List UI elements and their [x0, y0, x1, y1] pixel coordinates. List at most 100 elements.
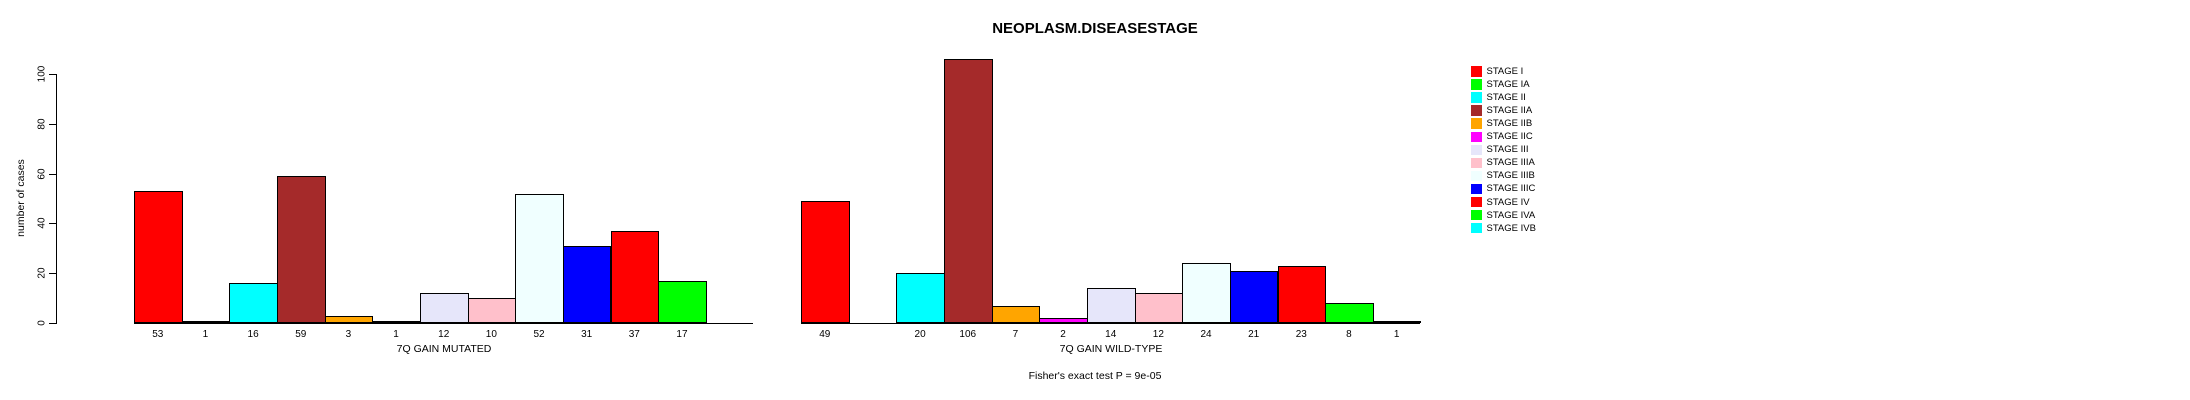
bar-stage-i: [134, 191, 183, 323]
bar-stage-iiic: [1229, 270, 1279, 323]
legend-swatch-stage-iiia: [1471, 157, 1482, 169]
legend-item: STAGE IIIB: [1471, 169, 1535, 182]
bar-stage-iii: [419, 293, 469, 323]
bar-stage-iv: [610, 230, 660, 323]
bar-value-label: 21: [1248, 329, 1260, 340]
y-axis-tick: [49, 173, 56, 175]
legend-label: STAGE II: [1486, 92, 1526, 104]
bar-value-label: 1: [1393, 329, 1400, 340]
y-axis-tick: [49, 74, 56, 75]
y-axis-tick-label: 0: [36, 320, 48, 326]
legend-swatch-stage-iia: [1471, 105, 1482, 116]
legend-label: STAGE IIIB: [1486, 170, 1535, 182]
legend-item: STAGE IIA: [1471, 104, 1532, 117]
legend-swatch-stage-ii: [1471, 92, 1482, 103]
legend-item: STAGE III: [1471, 143, 1529, 156]
x-axis-line: [801, 323, 1421, 324]
x-axis-label-mutated: 7Q GAIN MUTATED: [396, 343, 492, 355]
bar-value-label: 3: [345, 329, 352, 340]
legend-swatch-stage-i: [1471, 66, 1482, 77]
bar-stage-ia: [181, 320, 231, 323]
bar-stage-iiia: [1134, 293, 1184, 323]
legend-item: STAGE IIB: [1471, 117, 1532, 130]
bar-stage-iib: [324, 315, 374, 323]
y-axis-tick: [49, 123, 56, 125]
y-axis-tick-label: 20: [36, 267, 48, 279]
y-axis-title: number of cases: [15, 159, 27, 237]
legend-label: STAGE IV: [1486, 196, 1530, 208]
bar-value-label: 7: [1012, 329, 1019, 340]
legend-item: STAGE IIIA: [1471, 156, 1535, 169]
bar-value-label: 20: [914, 329, 926, 340]
legend-swatch-stage-iv: [1471, 196, 1482, 208]
bar-value-label: 10: [485, 329, 497, 340]
bar-stage-ii: [896, 273, 945, 323]
x-axis-label-wildtype: 7Q GAIN WILD-TYPE: [1059, 343, 1163, 355]
legend-label: STAGE IVB: [1486, 222, 1536, 234]
legend-item: STAGE IIIC: [1471, 182, 1535, 195]
legend-label: STAGE IIB: [1486, 118, 1533, 130]
bar-stage-iiib: [515, 193, 564, 323]
y-axis-tick: [49, 223, 56, 225]
legend-label: STAGE III: [1486, 144, 1529, 156]
legend-item: STAGE IVA: [1471, 209, 1535, 222]
y-axis-line: [56, 74, 57, 324]
bar-stage-i: [801, 200, 850, 323]
bar-stage-iiia: [467, 298, 517, 323]
bar-value-label: 59: [295, 329, 307, 340]
x-axis-line: [134, 323, 754, 324]
legend-label: STAGE IIC: [1486, 131, 1533, 143]
bar-value-label: 53: [152, 329, 164, 340]
bar-stage-iva: [658, 280, 707, 323]
legend-swatch-stage-iiib: [1471, 170, 1482, 182]
legend-item: STAGE IA: [1471, 78, 1530, 91]
y-axis-tick-label: 100: [36, 65, 48, 83]
bar-value-label: 17: [676, 329, 688, 340]
bar-stage-iib: [991, 305, 1041, 323]
legend: STAGE I STAGE IA STAGE II STAGE IIA STAGE II…: [1471, 65, 1601, 240]
bar-stage-iic: [1039, 318, 1088, 323]
bar-value-label: 24: [1200, 329, 1212, 340]
bar-stage-ivb: [1372, 320, 1422, 323]
bar-value-label: 8: [1346, 329, 1352, 340]
legend-label: STAGE IIIA: [1486, 157, 1535, 169]
bar-stage-iii: [1086, 288, 1136, 323]
bar-stage-iva: [1325, 303, 1374, 323]
legend-label: STAGE I: [1486, 66, 1524, 77]
legend-swatch-stage-iib: [1471, 118, 1482, 129]
bar-stage-iia: [943, 59, 993, 323]
bar-stage-iv: [1277, 265, 1327, 323]
legend-label: STAGE IA: [1486, 79, 1530, 91]
bar-value-label: 2: [1060, 329, 1066, 340]
y-axis-tick-label: 40: [36, 217, 48, 229]
legend-swatch-stage-iic: [1471, 131, 1482, 142]
bar-value-label: 14: [1105, 329, 1117, 340]
bar-value-label: 49: [819, 329, 831, 340]
bar-value-label: 1: [202, 329, 209, 340]
bar-value-label: 16: [247, 329, 259, 340]
legend-swatch-stage-iva: [1471, 209, 1482, 221]
legend-swatch-stage-ivb: [1471, 222, 1482, 234]
bar-value-label: 12: [438, 329, 450, 340]
legend-label: STAGE IIIC: [1486, 183, 1536, 195]
legend-item: STAGE IIC: [1471, 130, 1533, 143]
bar-stage-iia: [276, 176, 326, 323]
bar-stage-iiic: [562, 245, 612, 323]
bar-value-label: 12: [1152, 329, 1164, 340]
legend-swatch-stage-iii: [1471, 144, 1482, 156]
legend-swatch-stage-ia: [1471, 79, 1482, 90]
legend-label: STAGE IIA: [1486, 105, 1533, 117]
legend-swatch-stage-iiic: [1471, 183, 1482, 195]
bar-stage-ii: [229, 283, 278, 323]
chart-title: NEOPLASM.DISEASESTAGE: [992, 20, 1198, 37]
bar-value-label: 52: [533, 329, 545, 340]
legend-item: STAGE IVB: [1471, 222, 1536, 235]
bar-value-label: 1: [393, 329, 399, 340]
y-axis-tick-label: 80: [36, 118, 48, 130]
bar-value-label: 31: [581, 329, 593, 340]
y-axis-tick: [49, 323, 56, 324]
bar-value-label: 106: [959, 329, 977, 340]
y-axis-tick-label: 60: [36, 168, 48, 180]
bar-value-label: 23: [1295, 329, 1307, 340]
